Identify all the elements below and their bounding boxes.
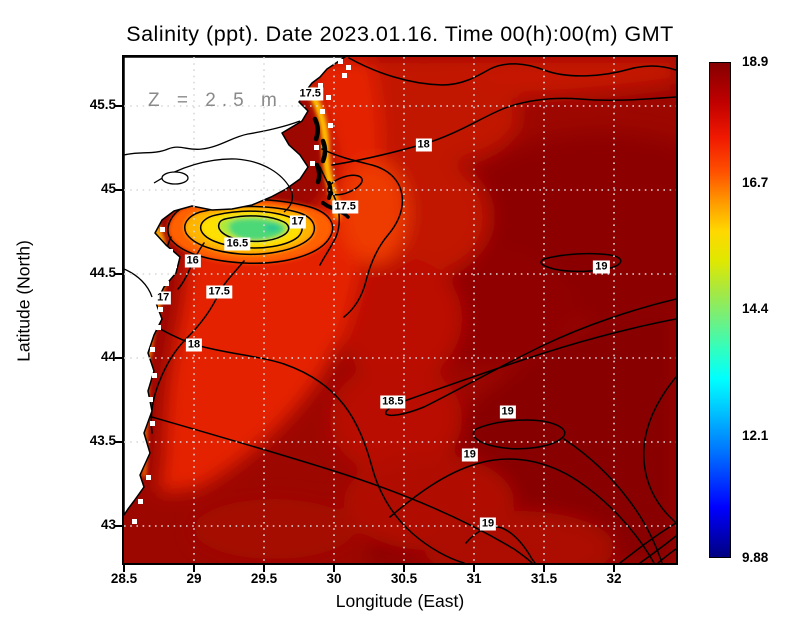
x-tick-mark [333,565,335,572]
y-tick-mark [115,525,122,527]
x-tick-mark [403,565,405,572]
coastline [124,57,346,516]
x-tick-label: 28.5 [110,571,138,586]
contour-label: 17.5 [332,200,358,214]
x-tick-label: 29 [186,571,202,586]
contour-label: 18 [185,338,203,352]
salinity-map-svg [124,57,676,563]
contour-label: 16.5 [224,237,251,251]
colorbar-tick-label: 9.88 [742,550,769,565]
y-tick-mark [115,273,122,275]
y-tick-mark [115,441,122,443]
x-tick-mark [543,565,545,572]
lagoon-outlines [124,120,301,298]
colorbar-tick-label: 14.4 [742,301,769,317]
contour-label: 17 [155,291,172,305]
coast-staircase-cells [132,59,351,524]
contour-label: 17 [289,215,306,229]
x-tick-label: 31 [466,571,482,586]
contour-label: 18.5 [380,395,406,409]
figure-title: Salinity (ppt). Date 2023.01.16. Time 00… [126,22,674,46]
x-tick-label: 30 [326,571,342,586]
contour-label: 19 [479,517,497,531]
land-mask [124,57,351,524]
x-tick-mark [193,565,195,572]
grid [124,57,676,563]
colorbar-tick-label: 12.1 [742,427,769,443]
contour-lines [124,57,676,563]
x-tick-mark [473,565,475,572]
colorbar-tick-label: 16.7 [742,174,769,190]
y-tick-label: 44.5 [89,265,116,280]
y-tick-mark [115,189,122,191]
contour-label: 19 [499,405,516,419]
y-tick-mark [115,105,122,107]
contour-label: 17.5 [206,285,232,299]
x-tick-mark [263,565,265,572]
y-tick-label: 43 [100,517,116,532]
contour-label: 18 [415,138,432,152]
y-tick-label: 43.5 [89,433,116,448]
contour-label: 19 [593,260,610,274]
depth-annotation: Z = 2.5 m [148,90,283,111]
contour-label: 16 [184,254,201,268]
x-tick-label: 30.5 [390,571,418,586]
y-tick-label: 45 [100,181,116,196]
contour-label: 19 [461,448,478,462]
colorbar-gradient [709,62,731,558]
x-tick-label: 32 [606,571,622,586]
y-axis-title: Latitude (North) [13,240,34,362]
y-tick-label: 44 [100,349,116,364]
y-tick-label: 45.5 [89,97,116,112]
x-tick-label: 29.5 [250,571,278,586]
contour-label: 17.5 [297,87,323,101]
x-tick-mark [613,565,615,572]
colorbar-tick-label: 18.9 [742,54,769,69]
x-tick-mark [123,565,125,572]
x-axis-title: Longitude (East) [335,591,465,611]
y-tick-mark [115,357,122,359]
x-tick-label: 31.5 [530,571,558,586]
map-plot: Z = 2.5 m 17.5 18 17.5 17 16.5 16 17 17.5 18 19 18… [124,57,676,563]
